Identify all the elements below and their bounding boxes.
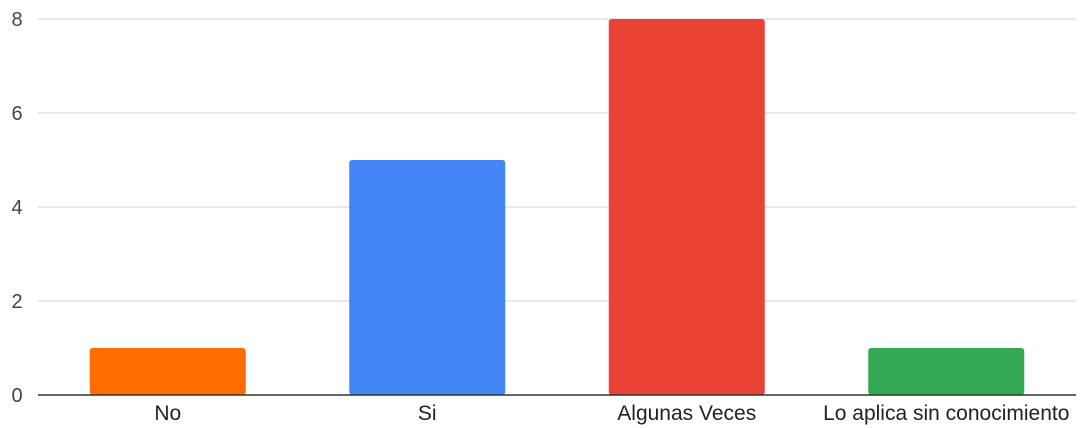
x-tick-label: No [154,402,181,425]
y-tick-label: 8 [11,9,22,31]
bar-no [89,348,246,395]
x-tick-label: Algunas Veces [617,402,756,425]
gridlines [38,18,1076,302]
y-tick-label: 0 [11,385,22,407]
x-axis: No Si Algunas Veces Lo aplica sin conocimie… [154,402,1069,425]
bar-algunas-veces [608,19,765,395]
bar-lo-aplica-sin-conocimiento [868,348,1025,395]
x-tick-label: Si [418,402,437,425]
y-axis: 0 2 4 6 8 [11,9,22,407]
y-tick-label: 2 [11,291,22,313]
bar-si [349,160,506,395]
y-tick-label: 6 [11,103,22,125]
bars [89,19,1025,395]
y-tick-label: 4 [11,197,22,219]
x-tick-label: Lo aplica sin conocimiento [823,402,1069,425]
